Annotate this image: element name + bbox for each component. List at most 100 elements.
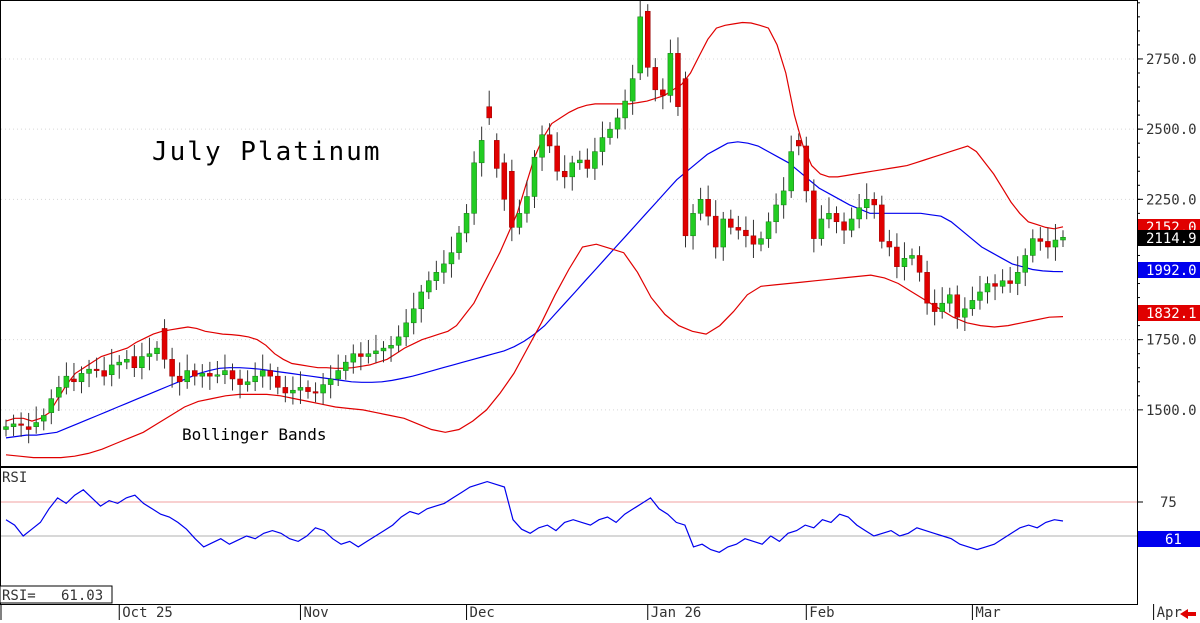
time-tick-label: Apr: [1157, 605, 1182, 621]
rsi-readout-box: [0, 585, 113, 604]
candle-body-up: [433, 272, 440, 281]
candle-body-up: [524, 196, 530, 214]
candle-body-up: [690, 213, 696, 237]
candle-body-up: [380, 347, 387, 352]
candle-body-down: [71, 378, 77, 383]
candlestick: [592, 137, 598, 180]
candlestick: [441, 250, 447, 284]
candlestick: [1037, 227, 1044, 251]
candlestick: [833, 206, 840, 234]
candlestick: [410, 292, 417, 335]
candle-body-up: [531, 156, 538, 197]
candle-body-up: [403, 322, 409, 338]
candle-body-down: [675, 53, 681, 107]
candle-body-down: [207, 373, 213, 377]
candle-body-up: [327, 378, 334, 385]
candlestick: [788, 135, 794, 198]
candlestick: [894, 233, 900, 279]
rsi-line: [5, 480, 1064, 553]
candle-body-up: [848, 218, 855, 231]
candle-body-up: [41, 415, 47, 422]
candlestick: [146, 337, 153, 371]
lower-band-tag-box: [1138, 305, 1200, 321]
candle-body-down: [18, 423, 24, 426]
candlestick: [660, 78, 666, 110]
candlestick: [169, 347, 175, 388]
candle-body-up: [539, 134, 545, 158]
candle-body-up: [614, 117, 621, 130]
candlestick: [954, 285, 961, 329]
candlestick: [161, 319, 168, 369]
candlestick: [275, 366, 281, 395]
candlestick: [871, 192, 877, 219]
candle-body-up: [214, 374, 221, 377]
candle-body-down: [501, 162, 508, 200]
candle-body-up: [599, 137, 606, 152]
candlestick: [841, 212, 847, 244]
candle-body-down: [237, 378, 243, 385]
candle-body-up: [116, 361, 122, 366]
price-gridlines: [1, 58, 1137, 411]
candlestick: [448, 236, 455, 278]
candle-body-up: [758, 238, 764, 245]
candlestick: [682, 71, 689, 248]
candle-body-up: [48, 398, 55, 413]
candle-body-down: [705, 199, 711, 217]
candlestick: [116, 355, 122, 379]
rsi-current-tag-box: [1138, 531, 1200, 547]
candlestick: [63, 362, 70, 395]
candle-body-down: [93, 368, 100, 371]
last-price-tag: 2114.9: [1146, 231, 1197, 247]
candlestick: [192, 363, 198, 386]
scroll-left-arrow-icon[interactable]: [1180, 609, 1196, 619]
candlestick: [712, 200, 719, 259]
last-price-tag-box: [1138, 230, 1200, 246]
candle-body-up: [780, 190, 787, 206]
price-axis-ticks: 2750.0 2500.0 2250.0 1750.0 1500.0: [1137, 2, 1197, 419]
candle-body-up: [1022, 255, 1028, 273]
bollinger-annotation: Bollinger Bands: [182, 425, 327, 444]
candle-body-up: [909, 255, 915, 259]
time-tick-label: Mar: [975, 605, 1000, 621]
candlestick: [388, 336, 394, 362]
rsi-readout: RSI= 61.03: [2, 588, 103, 604]
candlestick: [614, 108, 621, 139]
candle-body-up: [199, 373, 206, 377]
candlestick: [826, 197, 832, 229]
chart-title: July Platinum: [152, 137, 382, 167]
candlestick: [373, 334, 379, 363]
candle-body-down: [282, 387, 289, 394]
candle-body-up: [441, 263, 447, 273]
candlestick: [607, 122, 613, 145]
candle-body-up: [86, 368, 92, 374]
candle-body-down: [275, 375, 281, 388]
candlestick: [395, 325, 402, 353]
time-tick-label: Feb: [809, 605, 834, 621]
candlestick: [305, 380, 311, 399]
candle-body-down: [584, 159, 591, 169]
candlestick: [259, 354, 266, 388]
candlestick: [48, 389, 55, 425]
candle-body-up: [1060, 236, 1066, 241]
candlestick: [599, 121, 606, 166]
candlestick: [327, 365, 334, 399]
candle-body-up: [63, 375, 70, 388]
candlestick: [773, 193, 779, 234]
candle-body-up: [343, 361, 349, 371]
candle-body-up: [720, 218, 726, 248]
candle-body-up: [607, 128, 613, 138]
candlestick: [886, 229, 893, 257]
candlestick: [478, 126, 485, 177]
candle-body-up: [939, 302, 945, 312]
candlestick: [1045, 227, 1051, 259]
candle-body-down: [161, 328, 168, 360]
candle-body-up: [569, 162, 575, 178]
time-axis: Oct 25 Nov Dec Jan 26 Feb Mar Apr: [0, 604, 1182, 621]
candlestick: [78, 366, 85, 394]
candlestick: [675, 37, 681, 116]
candlestick: [456, 225, 462, 260]
candlestick: [207, 361, 213, 390]
candle-body-up: [818, 218, 825, 239]
candle-body-down: [871, 199, 877, 206]
candlestick: [222, 354, 228, 385]
